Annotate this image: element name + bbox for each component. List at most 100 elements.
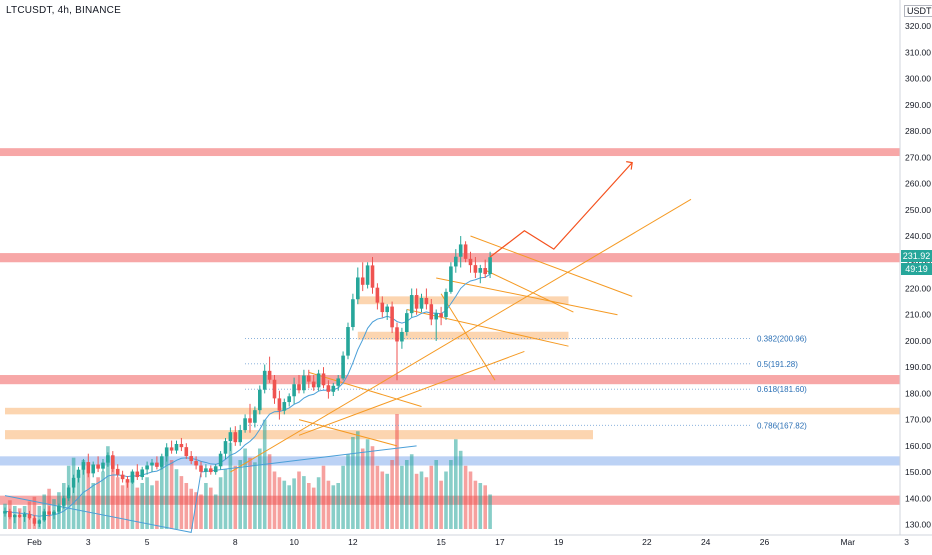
volume-bar [169,460,174,529]
fib-label-0: 0.382(200.96) [757,334,807,343]
volume-bar [120,485,125,529]
candle-body [356,277,360,300]
volume-bar [473,480,478,529]
candle-body [321,373,326,386]
volume-bar [370,446,375,529]
price-tick-label: 260.00 [905,179,931,189]
volume-bar [135,487,140,529]
time-tick-label: 15 [436,537,446,547]
fib-label-3: 0.786(167.82) [757,421,807,430]
candle-body [218,453,223,467]
time-tick-label: 3 [86,537,91,547]
last-price-label: 231.92 [901,250,932,262]
lower-channel-line [298,350,525,436]
price-tick-label: 320.00 [905,21,931,31]
volume-bar [483,485,487,529]
time-tick-label: 24 [701,537,711,547]
symbol-title: LTCUSDT, 4h, BINANCE [6,5,121,16]
candle-body [385,306,389,313]
volume-bar [463,465,468,529]
channel-lines-layer [230,198,692,473]
candle-body [155,462,159,467]
volume-bar [174,469,179,529]
time-tick-label: 19 [554,537,564,547]
ema-line [4,273,491,517]
volume-bar [253,462,257,529]
volume-bar [267,454,272,529]
price-tick-label: 310.00 [905,47,931,57]
flag-upper-line [436,277,618,316]
candle-body [66,487,71,499]
candle-body [370,265,375,288]
pennant-lower-line [298,419,398,447]
volume-bar [351,437,355,529]
candle-body [115,468,120,475]
volume-bar [184,483,189,529]
price-tick-label: 200.00 [905,336,931,346]
candle-body [282,402,287,411]
candle-body [27,514,32,519]
volume-bar [164,454,169,529]
volume-bar [130,471,135,529]
time-tick-label: 22 [642,537,652,547]
volume-bar [321,465,326,529]
candle-body [228,432,233,442]
price-tick-label: 180.00 [905,388,931,398]
candle-body [81,462,86,470]
volume-bar [424,477,429,529]
time-tick-label: 3 [904,537,909,547]
price-tick-label: 270.00 [905,152,931,162]
candle-body [419,297,424,309]
candle-body [405,313,409,333]
volume-bar [96,477,100,529]
candle-body [194,461,198,466]
candle-body [468,258,473,266]
candle-body [62,498,66,506]
candle-body [3,511,7,514]
price-tick-label: 150.00 [905,467,931,477]
volume-bar [204,483,208,529]
zones-layer [0,148,900,505]
fib-label-2: 0.618(181.60) [757,385,807,394]
price-tick-label: 240.00 [905,231,931,241]
volume-bar [155,480,159,529]
candle-body [449,266,453,292]
candles-layer [3,236,492,528]
time-axis[interactable]: Feb 3 5 8 10 12 15 17 19 22 24 26 Mar 3 [27,537,909,547]
projection-arrow-head [626,161,633,170]
candle-body [360,277,365,285]
volume-bar [125,480,130,529]
volume-bar [336,483,340,529]
resistance-zone-1 [0,253,900,263]
price-tick-label: 290.00 [905,100,931,110]
countdown-label: 49:19 [901,263,932,275]
volume-bar [140,483,144,529]
candle-body [390,306,394,328]
volume-bar [262,419,267,529]
candle-body [409,295,414,314]
candle-body [130,471,135,483]
volume-bar [307,483,311,529]
volume-bar [390,460,394,529]
orange-zone-0 [357,296,569,305]
volume-bar [160,465,164,529]
volume-bar [444,471,448,529]
candle-body [125,479,130,483]
candle-body [483,268,487,275]
candle-body [414,295,419,309]
candle-body [101,462,105,469]
candle-body [243,418,247,431]
candle-body [47,511,51,515]
time-tick-label: 12 [348,537,358,547]
price-tick-label: 230.00 [905,257,931,267]
currency-badge[interactable]: USDT [904,5,932,17]
candle-body [233,432,238,443]
volume-bar [454,439,458,529]
candle-body [473,265,478,273]
volume-bar [106,446,110,529]
price-axis[interactable]: 130.00 140.00 150.00 160.00 170.00 180.00 190.… [905,21,931,529]
candle-body [429,304,434,320]
volume-bar [287,485,291,529]
